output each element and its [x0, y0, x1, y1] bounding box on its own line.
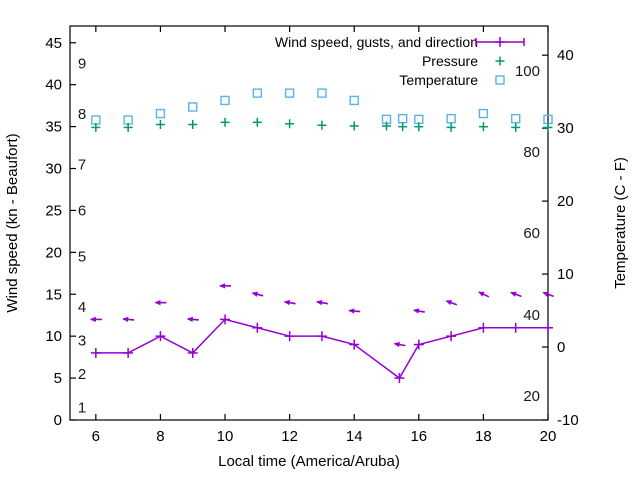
temperature-point — [478, 108, 489, 119]
bottom-tick-label: 6 — [92, 428, 100, 445]
gust-arrow — [154, 299, 167, 306]
left-tick-label: 25 — [45, 202, 62, 219]
fahrenheit-label: 100 — [515, 63, 540, 80]
beaufort-label: 9 — [78, 56, 86, 73]
right-axis-ticks: -10 0 10 20 30 40 — [542, 47, 579, 429]
beaufort-label: 4 — [78, 299, 86, 316]
bottom-tick-label: 16 — [410, 428, 427, 445]
beaufort-label: 8 — [78, 106, 86, 123]
beaufort-label: 6 — [78, 202, 86, 219]
gust-arrow — [478, 291, 490, 298]
beaufort-label: 3 — [78, 332, 86, 349]
series-gusts — [89, 283, 554, 348]
left-axis-ticks: 0 5 10 15 20 25 30 35 40 45 — [45, 35, 76, 429]
bottom-tick-label: 14 — [346, 428, 363, 445]
bottom-tick-label: 12 — [281, 428, 298, 445]
legend-entry[interactable]: Wind speed, gusts, and direction — [275, 34, 525, 50]
series-pressure — [91, 117, 553, 132]
left-tick-label: 10 — [45, 328, 62, 345]
x-axis-title: Local time (America/Aruba) — [218, 453, 400, 470]
gust-arrow — [251, 291, 264, 297]
left-tick-label: 35 — [45, 119, 62, 136]
gust-arrow — [393, 341, 406, 348]
temperature-point — [349, 95, 359, 106]
temperature-point — [155, 108, 166, 119]
axis-titles: Local time (America/Aruba) Wind speed (kn… — [4, 133, 629, 470]
right-tick-label: 40 — [557, 47, 574, 64]
beaufort-label: 2 — [78, 366, 86, 383]
temperature-point — [188, 102, 198, 112]
legend-square-swatch — [495, 75, 505, 85]
left-tick-label: 20 — [45, 244, 62, 261]
bottom-axis-ticks: 6 8 10 12 14 16 18 20 — [92, 26, 557, 445]
beaufort-label: 5 — [78, 249, 86, 266]
legend-label: Wind speed, gusts, and direction — [275, 34, 478, 50]
right-tick-label: 20 — [557, 193, 574, 210]
y-axis-title: Wind speed (kn - Beaufort) — [4, 133, 21, 312]
temperature-point — [317, 88, 327, 98]
legend-entry[interactable]: Pressure — [422, 53, 505, 69]
bottom-tick-label: 18 — [475, 428, 492, 445]
beaufort-label: 1 — [78, 399, 86, 416]
fahrenheit-scale-labels: 20 40 60 80 100 — [515, 63, 540, 405]
bottom-tick-label: 10 — [217, 428, 234, 445]
right-tick-label: -10 — [557, 412, 579, 429]
right-tick-label: 30 — [557, 120, 574, 137]
left-tick-label: 15 — [45, 286, 62, 303]
fahrenheit-label: 20 — [523, 388, 540, 405]
y2-axis-title: Temperature (C - F) — [612, 157, 629, 289]
gust-arrow — [122, 316, 135, 323]
right-tick-label: 0 — [557, 339, 565, 356]
bottom-tick-label: 8 — [156, 428, 164, 445]
gust-arrow — [412, 308, 425, 314]
series-temperature — [91, 88, 553, 125]
gust-arrow — [89, 316, 102, 323]
gust-arrow — [219, 283, 232, 289]
right-tick-label: 10 — [557, 266, 574, 283]
left-tick-label: 5 — [54, 370, 62, 387]
left-tick-label: 0 — [54, 412, 62, 429]
gust-arrow — [445, 300, 458, 306]
gust-arrow — [316, 300, 329, 306]
beaufort-scale-labels: 1 2 3 4 5 6 7 8 9 — [78, 56, 86, 417]
plot-frame — [69, 25, 549, 421]
left-tick-label: 40 — [45, 77, 62, 94]
beaufort-label: 7 — [78, 156, 86, 173]
temperature-point — [252, 88, 263, 98]
legend-entry[interactable]: Temperature — [399, 72, 505, 88]
gust-arrow — [510, 291, 522, 298]
gust-arrow — [283, 300, 296, 306]
fahrenheit-label: 80 — [523, 144, 540, 161]
gust-arrow — [348, 308, 361, 314]
bottom-tick-label: 20 — [540, 428, 557, 445]
fahrenheit-label: 60 — [523, 225, 540, 242]
series-wind-speed — [90, 314, 553, 384]
temperature-point — [446, 113, 456, 124]
left-tick-label: 45 — [45, 35, 62, 52]
temperature-point — [511, 113, 521, 124]
chart-legend: Wind speed, gusts, and direction Pressure… — [275, 34, 525, 88]
left-tick-label: 30 — [45, 161, 62, 178]
temperature-point — [284, 88, 295, 98]
legend-label: Temperature — [399, 72, 478, 88]
gust-arrow — [186, 316, 199, 323]
gust-arrow — [542, 291, 554, 298]
plot-border — [69, 25, 549, 421]
temperature-point — [220, 95, 230, 106]
fahrenheit-label: 40 — [523, 307, 540, 324]
legend-label: Pressure — [422, 53, 478, 69]
